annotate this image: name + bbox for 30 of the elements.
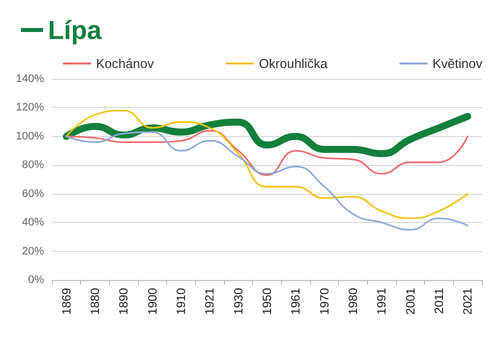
line-series — [66, 131, 468, 231]
legend-label: Květinov — [432, 56, 483, 71]
x-tick-label: 1991 — [374, 288, 389, 315]
x-tick-label: 1910 — [174, 288, 188, 315]
x-tick-label: 1880 — [88, 288, 102, 315]
y-tick-label: 140% — [16, 73, 44, 85]
x-tick-label: 1961 — [288, 288, 303, 315]
x-tick-label: 2001 — [403, 288, 418, 315]
x-tick-label: 1930 — [231, 288, 246, 315]
y-tick-label: 100% — [16, 130, 44, 142]
x-tick-label: 1970 — [317, 288, 332, 315]
x-tick-label: 2011 — [432, 288, 446, 314]
line-series — [66, 130, 468, 176]
y-tick-label: 40% — [22, 216, 44, 229]
x-tick-label: 1890 — [116, 288, 131, 315]
legend-label: Kochánov — [96, 56, 154, 71]
y-tick-label: 20% — [22, 245, 44, 258]
x-tick-label: 1900 — [145, 288, 160, 315]
legend-label: Lípa — [48, 15, 102, 45]
y-tick-label: 0% — [28, 274, 44, 286]
legend-label: Okrouhlička — [258, 56, 328, 71]
line-series — [66, 110, 468, 220]
y-tick-label: 120% — [16, 102, 44, 114]
x-tick-label: 1950 — [260, 288, 274, 315]
y-tick-label: 60% — [22, 188, 44, 200]
x-tick-label: 1921 — [202, 288, 217, 315]
x-tick-label: 2021 — [460, 288, 475, 315]
x-tick-label: 1980 — [346, 288, 360, 315]
y-tick-label: 80% — [22, 159, 44, 172]
x-tick-label: 1869 — [59, 288, 74, 315]
